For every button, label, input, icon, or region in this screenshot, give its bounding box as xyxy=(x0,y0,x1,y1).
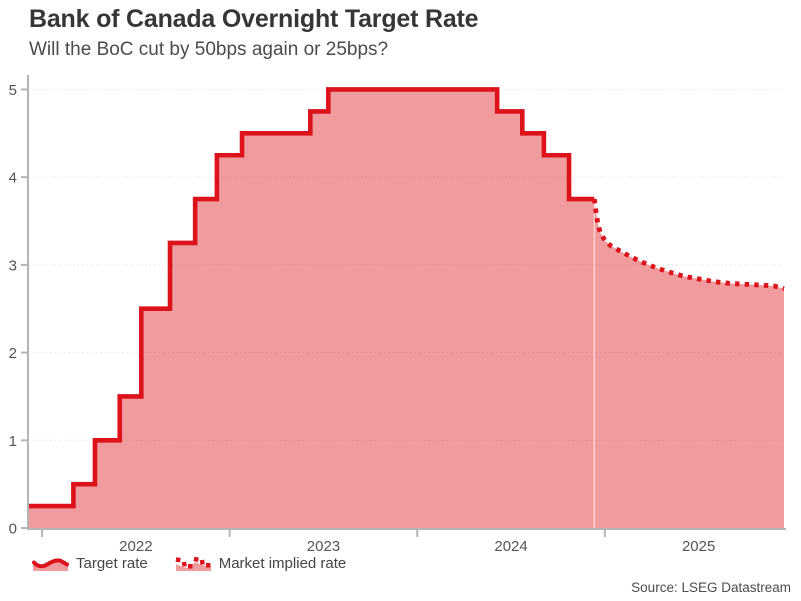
x-tick-label: 2024 xyxy=(494,538,527,555)
legend-item-target-rate: Target rate xyxy=(32,555,148,572)
x-tick-label: 2025 xyxy=(682,538,715,555)
chart-subtitle: Will the BoC cut by 50bps again or 25bps… xyxy=(29,39,389,60)
x-tick-label: 2023 xyxy=(307,538,340,555)
source-attribution: Source: LSEG Datastream xyxy=(631,580,791,595)
y-tick-label: 1 xyxy=(9,433,17,450)
y-tick-label: 5 xyxy=(9,82,17,99)
x-tick-label: 2022 xyxy=(119,538,152,555)
legend-item-market-implied-rate: Market implied rate xyxy=(175,555,347,572)
chart-title: Bank of Canada Overnight Target Rate xyxy=(29,5,479,33)
y-tick-label: 3 xyxy=(9,257,17,274)
legend-label-market-implied-rate: Market implied rate xyxy=(218,555,347,572)
legend-label-target-rate: Target rate xyxy=(76,555,148,572)
y-tick-label: 4 xyxy=(9,170,17,187)
dotted-line-legend-icon xyxy=(175,556,211,571)
chart-legend: Target rate Market implied rate xyxy=(32,555,346,572)
solid-line-legend-icon xyxy=(32,558,69,571)
y-tick-label: 2 xyxy=(9,345,17,362)
target-rate-line xyxy=(28,87,595,509)
y-tick-label: 0 xyxy=(9,521,17,538)
